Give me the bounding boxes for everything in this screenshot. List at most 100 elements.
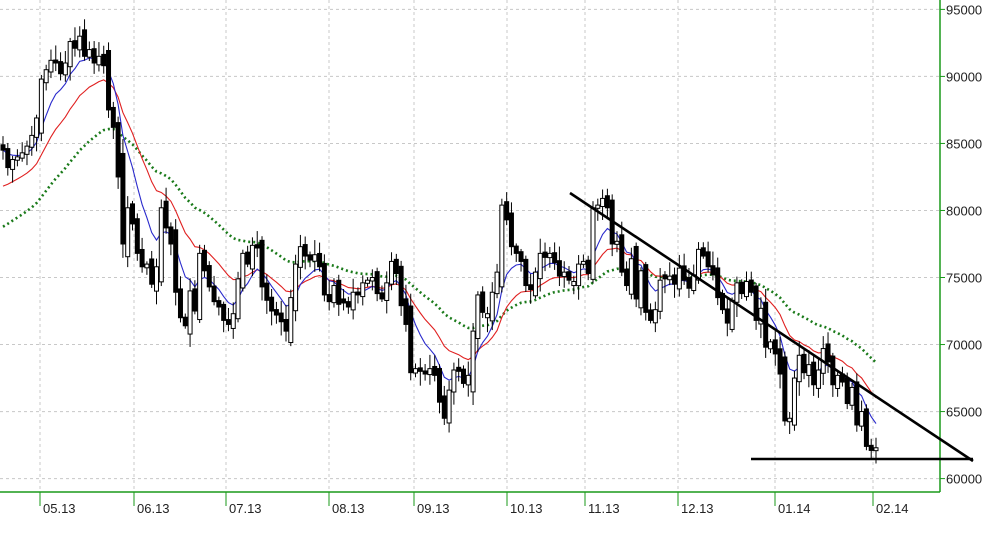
candle-body (456, 366, 462, 372)
x-tick-label: 02.14 (876, 501, 909, 516)
ma-mid-line (2, 79, 877, 399)
candle-body (34, 117, 40, 138)
candle-body (422, 370, 428, 375)
candle-body (614, 240, 620, 245)
candle-body (273, 309, 279, 316)
candle-body (657, 279, 663, 312)
x-tick-label: 09.13 (417, 501, 450, 516)
candle-body (628, 258, 634, 295)
candle-body (67, 41, 73, 68)
candle-body (413, 368, 419, 374)
candle-body (153, 266, 159, 292)
candle-body (269, 296, 275, 312)
candle-body (192, 288, 198, 312)
candle-body (494, 271, 500, 295)
candle-body (384, 282, 390, 301)
candle-body (504, 201, 510, 221)
candle-body (849, 386, 855, 406)
x-tick-label: 12.13 (681, 501, 714, 516)
candle-body (115, 122, 121, 178)
candle-body (345, 301, 351, 308)
candle-body (585, 259, 591, 274)
candlesticks (0, 19, 879, 464)
candle-body (638, 270, 644, 309)
candle-body (374, 271, 380, 295)
candle-body (561, 271, 567, 278)
candle-body (475, 294, 481, 340)
candle-body (283, 318, 289, 332)
candle-body (739, 281, 745, 295)
candle-body (249, 244, 255, 270)
candle-body (753, 285, 759, 321)
candle-body (321, 262, 327, 296)
candle-body (398, 265, 404, 307)
candle-body (863, 408, 869, 447)
candle-body (38, 78, 44, 134)
candle-body (595, 204, 601, 209)
candle-body (758, 307, 764, 325)
candle-body (10, 159, 16, 170)
x-tick-label: 08.13 (332, 501, 365, 516)
candle-body (403, 298, 409, 325)
candle-body (77, 35, 83, 51)
y-tick-label: 95000 (946, 2, 982, 17)
candle-body (859, 411, 865, 427)
candle-body (278, 312, 284, 323)
x-tick-label: 10.13 (510, 501, 543, 516)
candle-body (201, 249, 207, 272)
candle-body (106, 49, 112, 111)
x-tick-label: 07.13 (229, 501, 262, 516)
y-tick-label: 70000 (946, 338, 982, 353)
candle-body (110, 106, 116, 128)
candle-body (58, 61, 64, 75)
candle-body (556, 260, 562, 277)
candle-body (854, 381, 860, 426)
candle-body (254, 244, 260, 249)
candle-body (815, 369, 821, 389)
candle-body (580, 260, 586, 265)
ma-slow-series (2, 127, 877, 364)
candle-body (393, 258, 399, 274)
candle-body (484, 313, 490, 319)
candle-body (125, 207, 131, 258)
candle-body (470, 330, 476, 393)
candle-body (48, 59, 54, 73)
candle-body (437, 368, 442, 403)
candle-body (53, 59, 59, 64)
candle-body (513, 245, 519, 254)
candle-body (672, 274, 678, 285)
candle-body (600, 197, 606, 208)
ma-mid-series (2, 79, 877, 399)
candle-body (5, 148, 11, 169)
candle-body (619, 234, 625, 273)
candle-body (772, 339, 778, 355)
candle-body (163, 200, 169, 229)
candle-body (624, 268, 630, 287)
candle-body (293, 263, 299, 312)
candle-body (528, 284, 534, 291)
candle-body (331, 285, 337, 304)
x-tick-label: 06.13 (137, 501, 170, 516)
candle-body (288, 297, 294, 344)
candle-body (355, 291, 361, 296)
candle-body (480, 291, 486, 313)
candle-body (830, 355, 836, 386)
candle-body (182, 316, 188, 327)
candle-body (168, 226, 174, 245)
grid-lines (0, 0, 940, 492)
candle-body (710, 265, 716, 276)
candle-body (715, 267, 721, 299)
y-tick-label: 65000 (946, 405, 982, 420)
candle-body (82, 29, 88, 57)
candle-body (187, 290, 193, 335)
candle-body (576, 263, 582, 287)
candle-body (24, 145, 30, 155)
candle-body (211, 285, 217, 303)
candle-body (681, 265, 687, 281)
candle-body (460, 368, 466, 384)
candle-body (523, 258, 529, 287)
candle-body (868, 444, 874, 451)
candle-body (667, 275, 673, 281)
candle-body (700, 247, 706, 257)
